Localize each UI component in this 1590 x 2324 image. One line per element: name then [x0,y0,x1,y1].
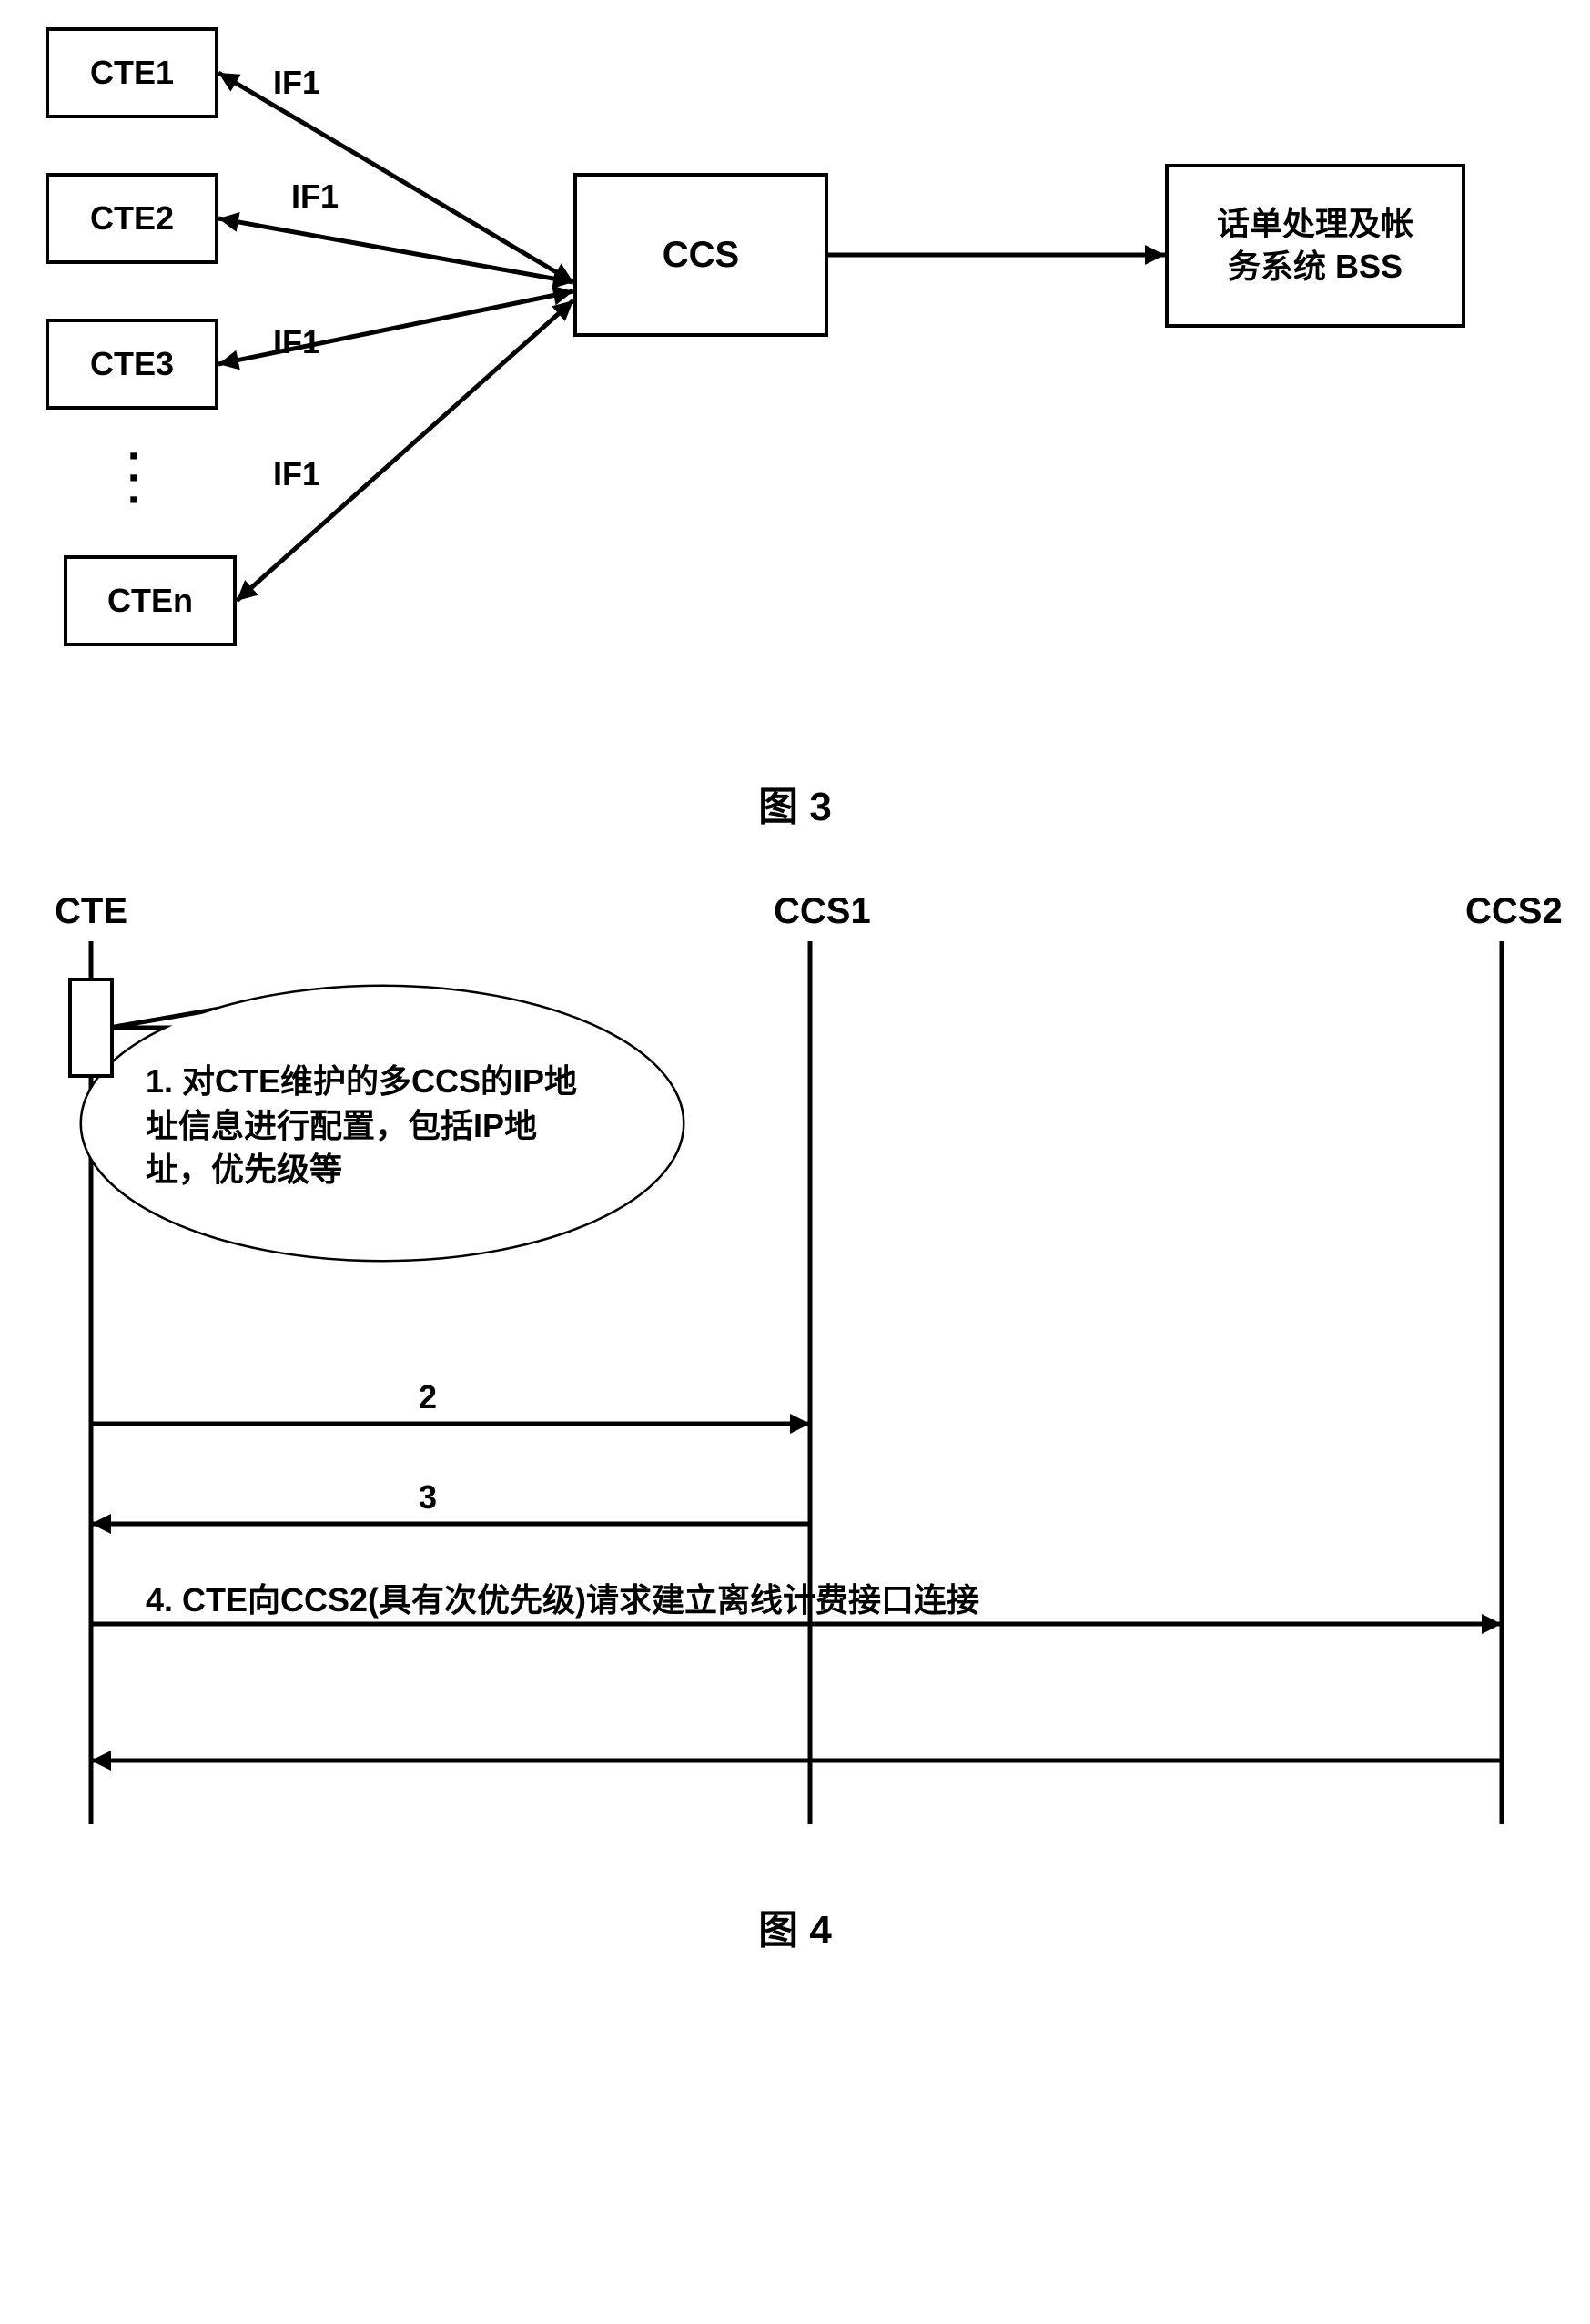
speech-bubble-text: 1. 对CTE维护的多CCS的IP地 址信息进行配置，包括IP地 址，优先级等 [146,1060,642,1192]
vertical-dots: ··· [127,446,142,512]
speech-line-2: 址信息进行配置，包括IP地 [146,1107,537,1144]
edge-label-if1-a: IF1 [273,64,320,102]
node-cten: CTEn [64,555,237,646]
edge-label-if1-d: IF1 [273,455,320,493]
node-cte3: CTE3 [46,319,218,410]
speech-line-3: 址，优先级等 [146,1151,342,1188]
node-bss: 话单处理及帐 务系统 BSS [1165,164,1465,328]
figure-4-svg [18,887,1590,1870]
node-cten-label: CTEn [107,582,193,620]
activation-cte [68,978,114,1078]
node-cte1-label: CTE1 [90,54,174,92]
edge-label-if1-b: IF1 [291,178,339,216]
speech-line-1: 1. 对CTE维护的多CCS的IP地 [146,1062,577,1100]
figure-4-caption: 图 4 [18,1897,1572,1955]
lifeline-ccs2-label: CCS2 [1465,891,1563,932]
node-cte1: CTE1 [46,27,218,118]
figure-3-svg [18,18,1590,746]
figure-3: CTE1 CTE2 CTE3 CTEn CCS 话单处理及帐 务系统 BSS I… [18,18,1572,746]
node-cte3-label: CTE3 [90,345,174,383]
node-cte2: CTE2 [46,173,218,264]
figure-3-caption: 图 3 [18,774,1572,832]
node-ccs-label: CCS [663,235,739,276]
node-bss-label-1: 话单处理及帐 [1217,203,1413,246]
message-label-3: 3 [419,1478,437,1517]
message-label-4: 4. CTE向CCS2(具有次优先级)请求建立离线计费接口连接 [146,1574,979,1621]
figure-4: CTE CCS1 CCS2 1. 对CTE维护的多CCS的IP地 址信息进行配置… [18,887,1572,1870]
lifeline-ccs1-label: CCS1 [774,891,871,932]
edge-label-if1-c: IF1 [273,323,320,361]
message-label-2: 2 [419,1378,437,1416]
node-ccs: CCS [573,173,828,337]
node-cte2-label: CTE2 [90,199,174,238]
lifeline-cte-label: CTE [55,891,127,932]
diagram-container: CTE1 CTE2 CTE3 CTEn CCS 话单处理及帐 务系统 BSS I… [18,18,1572,1955]
node-bss-label-2: 务系统 BSS [1228,246,1403,289]
